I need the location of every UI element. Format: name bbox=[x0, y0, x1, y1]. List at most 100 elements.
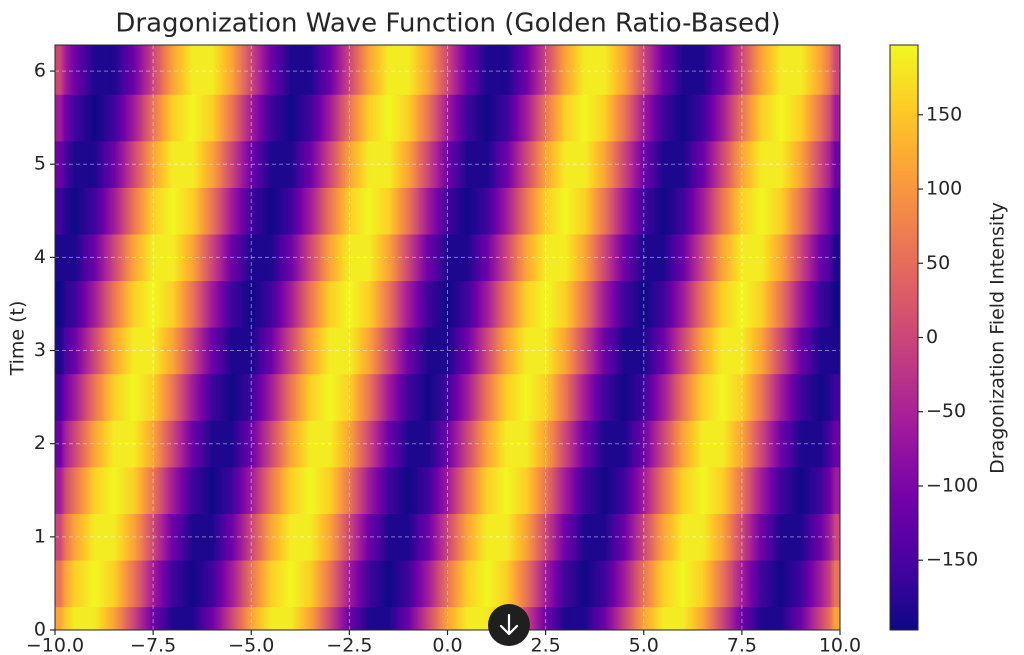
heatmap-cell bbox=[221, 606, 242, 631]
heatmap-cell bbox=[692, 560, 713, 608]
heatmap-cell bbox=[123, 466, 144, 514]
heatmap-cell bbox=[830, 94, 841, 142]
heatmap-cell bbox=[457, 513, 478, 561]
scroll-down-button[interactable] bbox=[488, 604, 530, 646]
heatmap-cell bbox=[516, 234, 537, 282]
heatmap-cell bbox=[653, 94, 674, 142]
heatmap-cell bbox=[339, 327, 360, 375]
heatmap-cell bbox=[830, 140, 841, 188]
heatmap-cell bbox=[692, 606, 713, 631]
heatmap-cell bbox=[300, 45, 321, 95]
heatmap-cell bbox=[692, 420, 713, 468]
heatmap-cell bbox=[104, 280, 125, 328]
heatmap-cell bbox=[418, 373, 439, 421]
heatmap-cell bbox=[55, 466, 66, 514]
heatmap-cell bbox=[476, 94, 497, 142]
heatmap-cell bbox=[55, 280, 66, 328]
heatmap-cell bbox=[221, 45, 242, 95]
heatmap-cell bbox=[496, 327, 517, 375]
heatmap-cell bbox=[712, 606, 733, 631]
heatmap-cell bbox=[84, 234, 105, 282]
heatmap-cell bbox=[162, 513, 183, 561]
heatmap-cell bbox=[398, 140, 419, 188]
heatmap-cell bbox=[457, 280, 478, 328]
heatmap-cell bbox=[84, 187, 105, 235]
heatmap-cell bbox=[437, 327, 458, 375]
heatmap-cell bbox=[771, 327, 792, 375]
heatmap-cell bbox=[496, 513, 517, 561]
heatmap-cell bbox=[359, 234, 380, 282]
heatmap-cell bbox=[339, 94, 360, 142]
heatmap-cell bbox=[418, 234, 439, 282]
heatmap-cell bbox=[64, 187, 85, 235]
heatmap-cell bbox=[300, 280, 321, 328]
heatmap-cell bbox=[614, 513, 635, 561]
heatmap-cell bbox=[633, 373, 654, 421]
x-tick-label: −5.0 bbox=[228, 635, 274, 655]
heatmap-cell bbox=[241, 606, 262, 631]
heatmap-cell bbox=[575, 420, 596, 468]
heatmap-cell bbox=[555, 94, 576, 142]
heatmap-cell bbox=[418, 45, 439, 95]
heatmap-cell bbox=[830, 280, 841, 328]
heatmap-cell bbox=[84, 560, 105, 608]
heatmap-cell bbox=[182, 140, 203, 188]
heatmap-cell bbox=[732, 140, 753, 188]
heatmap-cell bbox=[594, 420, 615, 468]
heatmap-cell bbox=[457, 94, 478, 142]
heatmap-cell bbox=[692, 140, 713, 188]
heatmap-cell bbox=[300, 140, 321, 188]
heatmap-cell bbox=[64, 327, 85, 375]
heatmap-cell bbox=[830, 420, 841, 468]
heatmap-cell bbox=[84, 466, 105, 514]
heatmap-cell bbox=[182, 606, 203, 631]
heatmap-cell bbox=[673, 94, 694, 142]
heatmap-cell bbox=[261, 280, 282, 328]
heatmap-cell bbox=[359, 187, 380, 235]
heatmap-cell bbox=[162, 606, 183, 631]
heatmap-cell bbox=[261, 373, 282, 421]
heatmap-cell bbox=[143, 466, 164, 514]
heatmap-cell bbox=[398, 420, 419, 468]
heatmap-cell bbox=[535, 466, 556, 514]
heatmap-cell bbox=[280, 466, 301, 514]
heatmap-cell bbox=[398, 466, 419, 514]
heatmap-cell bbox=[732, 606, 753, 631]
heatmap-cell bbox=[830, 234, 841, 282]
heatmap-cell bbox=[123, 234, 144, 282]
y-tick-label: 2 bbox=[34, 432, 46, 454]
heatmap-cell bbox=[790, 280, 811, 328]
heatmap-cell bbox=[457, 606, 478, 631]
heatmap-cell bbox=[221, 466, 242, 514]
heatmap-cell bbox=[575, 280, 596, 328]
heatmap-cell bbox=[418, 94, 439, 142]
heatmap-cell bbox=[64, 234, 85, 282]
heatmap-cell bbox=[398, 373, 419, 421]
chart-title: Dragonization Wave Function (Golden Rati… bbox=[115, 9, 780, 39]
heatmap-cell bbox=[516, 420, 537, 468]
arrow-icon[interactable] bbox=[499, 613, 519, 636]
heatmap-cell bbox=[418, 280, 439, 328]
heatmap-cell bbox=[751, 560, 772, 608]
heatmap-cell bbox=[64, 560, 85, 608]
heatmap-cell bbox=[182, 327, 203, 375]
heatmap-cell bbox=[300, 187, 321, 235]
heatmap-cell bbox=[555, 560, 576, 608]
heatmap-cell bbox=[496, 560, 517, 608]
heatmap-cell bbox=[692, 373, 713, 421]
heatmap-cell bbox=[790, 187, 811, 235]
heatmap-cell bbox=[633, 327, 654, 375]
heatmap-cell bbox=[810, 280, 831, 328]
heatmap-cell bbox=[143, 45, 164, 95]
heatmap-cell bbox=[143, 513, 164, 561]
heatmap-cell bbox=[280, 327, 301, 375]
heatmap-cell bbox=[712, 560, 733, 608]
heatmap-cell bbox=[55, 327, 66, 375]
heatmap-cell bbox=[418, 606, 439, 631]
heatmap-cell bbox=[771, 280, 792, 328]
heatmap-cell bbox=[202, 280, 223, 328]
heatmap-cell bbox=[476, 560, 497, 608]
heatmap-cell bbox=[378, 420, 399, 468]
heatmap-cell bbox=[143, 606, 164, 631]
heatmap-cell bbox=[614, 420, 635, 468]
